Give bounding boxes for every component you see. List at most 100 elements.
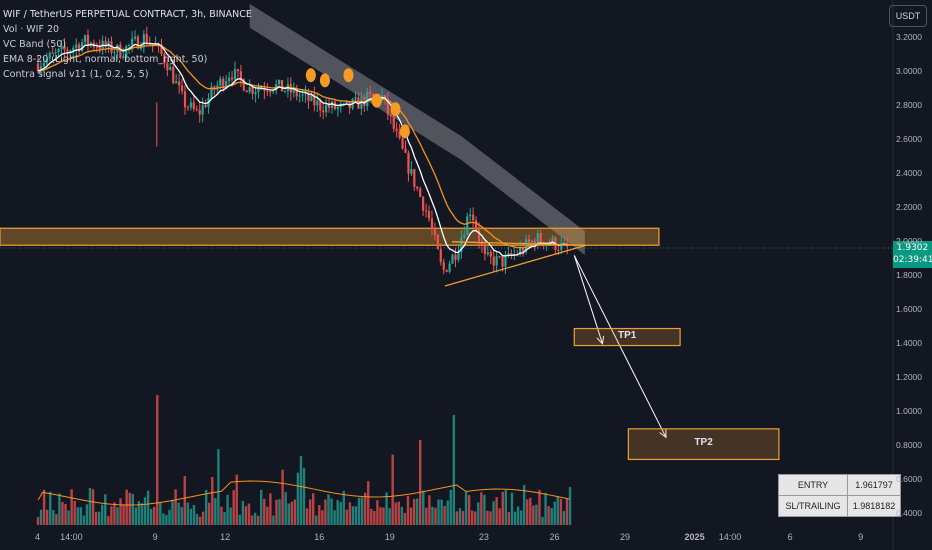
volume-bar xyxy=(461,510,465,525)
time-tick: 4 xyxy=(35,532,41,542)
volume-bar xyxy=(415,498,419,525)
volume-bar xyxy=(568,487,572,525)
candle-body xyxy=(98,47,101,50)
signal-dot xyxy=(390,102,401,117)
volume-bar xyxy=(342,490,345,525)
candle-body xyxy=(263,88,266,91)
price-tick: 0.6000 xyxy=(896,473,922,484)
indicator-ema[interactable]: EMA 8-20 (Light, normal, bottom_right, 5… xyxy=(3,54,208,65)
candle-body xyxy=(539,232,542,242)
candle-body xyxy=(69,50,72,52)
candle-body xyxy=(530,240,534,243)
candle-body xyxy=(57,48,60,53)
candle-body xyxy=(254,91,257,95)
candle-body xyxy=(295,88,298,97)
volume-bar xyxy=(321,510,324,525)
volume-bar xyxy=(201,511,205,525)
candle-body xyxy=(89,42,93,45)
ema-fast-line xyxy=(37,42,568,257)
volume-bar xyxy=(143,497,147,525)
candle-body xyxy=(330,101,334,108)
volume-bar xyxy=(189,508,193,525)
candle-body xyxy=(78,44,81,51)
volume-bar xyxy=(311,493,315,525)
volume-bar xyxy=(492,501,495,525)
volume-bar xyxy=(131,493,134,525)
indicator-vc-band[interactable]: VC Band (50) xyxy=(3,39,67,50)
candle-body xyxy=(386,98,389,115)
candle-body xyxy=(313,94,316,106)
volume-bar xyxy=(370,508,373,525)
candle-body xyxy=(495,256,498,266)
volume-bar xyxy=(55,514,58,525)
volume-bar xyxy=(122,504,125,525)
target-label-tp2: TP2 xyxy=(694,437,713,449)
volume-bar xyxy=(67,510,70,525)
volume-bar xyxy=(565,498,569,525)
candle-body xyxy=(163,53,166,64)
symbol-title[interactable]: WIF / TetherUS PERPETUAL CONTRACT, 3h, B… xyxy=(3,9,252,20)
candle-body xyxy=(316,100,319,106)
currency-button[interactable]: USDT xyxy=(889,5,927,27)
candle-body xyxy=(392,116,395,129)
volume-bar xyxy=(467,495,471,525)
price-tick: 1.6000 xyxy=(896,303,922,314)
time-tick: 12 xyxy=(220,532,231,542)
volume-bar xyxy=(97,511,101,525)
projection-arrow-tp2 xyxy=(573,255,667,438)
price-tick: 1.0000 xyxy=(896,405,922,416)
candle-body xyxy=(404,148,407,153)
candle-body xyxy=(95,47,98,49)
candle-body xyxy=(460,237,463,252)
volume-bar xyxy=(562,510,566,525)
candle-body xyxy=(133,36,137,39)
volume-bar xyxy=(152,506,156,525)
candle-body xyxy=(342,103,345,105)
signal-dot xyxy=(343,68,354,83)
indicator-contra[interactable]: Contra signal v11 (1, 0.2, 5, 5) xyxy=(3,69,149,80)
volume-bar xyxy=(391,454,394,525)
candle-body xyxy=(298,95,301,97)
volume-bar xyxy=(351,506,355,525)
volume-bar xyxy=(226,494,229,525)
candle-body xyxy=(136,36,140,49)
volume-bar xyxy=(522,485,526,525)
volume-bar xyxy=(113,502,116,525)
candle-body xyxy=(510,253,513,256)
volume-bar xyxy=(241,500,245,525)
candle-body xyxy=(222,78,225,87)
volume-bar xyxy=(217,449,220,525)
volume-bar xyxy=(91,489,95,525)
candle-body xyxy=(369,92,372,95)
candle-body xyxy=(483,245,486,254)
volume-bar xyxy=(171,499,174,525)
volume-bar xyxy=(253,512,257,525)
candle-body xyxy=(557,249,560,251)
candle-body xyxy=(39,66,43,71)
indicator-volume[interactable]: Vol · WIF 20 xyxy=(3,24,60,35)
entry-value: 1.961797 xyxy=(847,474,901,496)
volume-bar xyxy=(284,492,287,525)
volume-bar xyxy=(431,506,434,525)
volume-bar xyxy=(489,511,492,525)
volume-bar xyxy=(397,501,400,525)
volume-bar xyxy=(455,511,459,525)
candle-body xyxy=(113,52,116,54)
candle-body xyxy=(410,169,413,174)
candle-body xyxy=(366,92,369,106)
volume-bar xyxy=(452,415,456,525)
volume-bar xyxy=(195,513,199,525)
candle-body xyxy=(54,52,57,54)
volume-bar xyxy=(119,498,122,525)
candle-body xyxy=(186,107,190,109)
candle-body xyxy=(204,105,207,108)
candle-body xyxy=(442,261,445,270)
candle-body xyxy=(210,86,213,98)
volume-bar xyxy=(174,489,177,525)
candle-body xyxy=(345,101,348,104)
candle-body xyxy=(413,169,416,187)
volume-bar xyxy=(437,499,440,525)
candle-body xyxy=(169,67,172,71)
price-tick: 2.2000 xyxy=(896,201,922,212)
